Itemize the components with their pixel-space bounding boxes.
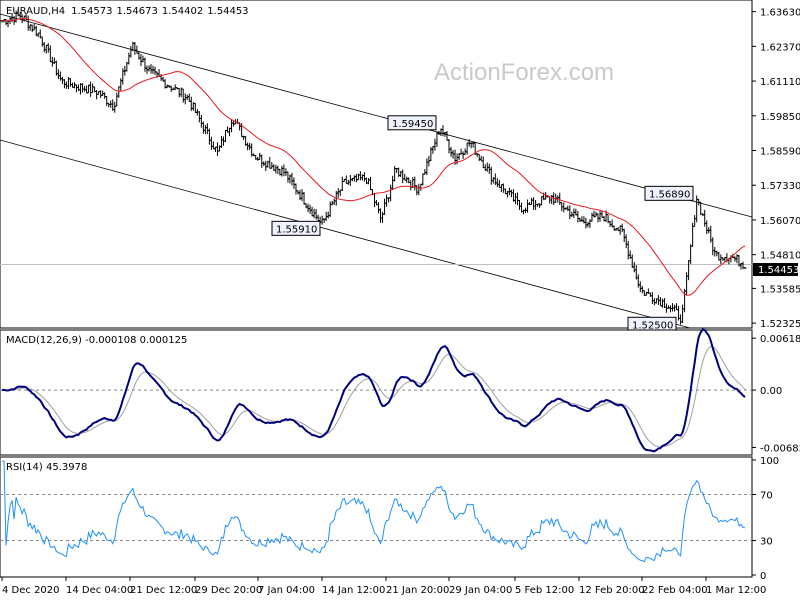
time-tick-label: 12 Feb 20:00 (579, 585, 645, 596)
annotation-box: 1.56890 (644, 185, 694, 201)
price-tick-label: 1.52325 (760, 319, 800, 330)
annotation-label: 1.55910 (276, 224, 317, 235)
price-axis: 1.63630 1.62370 1.61110 1.59850 1.58590 1.573… (752, 8, 800, 330)
annotation-label: 1.59450 (392, 119, 433, 130)
macd-tick-label: 0.00 (760, 386, 782, 397)
watermark: ActionForex.com (434, 59, 614, 86)
rsi-line (2, 460, 746, 563)
rsi-title: RSI(14) 45.3978 (6, 462, 87, 473)
price-annotations: 1.59450 1.55910 1.56890 1.52500 (271, 115, 694, 332)
time-tick-label: 21 Dec 12:00 (130, 585, 197, 596)
price-tick-label: 1.57330 (760, 181, 800, 192)
macd-line (1, 328, 746, 453)
current-price-tag (753, 263, 798, 276)
time-tick-label: 14 Jan 12:00 (322, 585, 385, 596)
macd-axis: 0.006184 0.00 -0.006837 (752, 334, 800, 454)
annotation-label: 1.56890 (649, 189, 690, 200)
current-price-label: 1.54453 (758, 265, 799, 276)
rsi-levels (0, 494, 752, 541)
annotation-box: 1.55910 (271, 220, 321, 236)
price-tick-label: 1.58590 (760, 147, 800, 158)
rsi-tick-label: 100 (760, 456, 779, 467)
rsi-tick-label: 30 (760, 537, 773, 548)
price-tick-label: 1.62370 (760, 42, 800, 53)
macd-signal-line (1, 345, 746, 448)
time-tick-label: 29 Jan 04:00 (449, 585, 512, 596)
price-bar (743, 266, 747, 269)
rsi-axis: 100 70 30 0 (752, 456, 779, 582)
price-tick-label: 1.56070 (760, 216, 800, 227)
price-tick-label: 1.59850 (760, 112, 800, 123)
price-tick-label: 1.61110 (760, 77, 800, 88)
price-tick-label: 1.53585 (760, 284, 800, 295)
price-tick-label: 1.63630 (760, 8, 800, 19)
macd-tick-label: 0.006184 (760, 334, 800, 345)
time-tick-label: 29 Dec 20:00 (195, 585, 262, 596)
price-channel (0, 13, 753, 329)
price-panel (0, 0, 753, 329)
time-tick-label: 14 Dec 04:00 (66, 585, 133, 596)
macd-tick-label: -0.006837 (760, 443, 800, 454)
time-tick-label: 1 Mar 12:00 (706, 585, 766, 596)
time-tick-label: 5 Feb 12:00 (515, 585, 574, 596)
macd-title: MACD(12,26,9) -0.000108 0.000125 (6, 335, 187, 346)
rsi-tick-label: 0 (760, 571, 766, 582)
annotation-box: 1.52500 (627, 316, 677, 332)
annotation-box: 1.59450 (387, 115, 437, 131)
time-tick-label: 7 Jan 04:00 (258, 585, 315, 596)
rsi-panel (0, 456, 753, 578)
price-title: EURAUD,H4 1.54573 1.54673 1.54402 1.54453 (6, 6, 249, 17)
price-tick-label: 1.54810 (760, 251, 800, 262)
annotation-label: 1.52500 (632, 320, 673, 331)
rsi-tick-label: 70 (760, 491, 773, 502)
moving-average-line (1, 17, 746, 296)
time-tick-label: 4 Dec 2020 (2, 585, 60, 596)
price-bars (0, 9, 747, 325)
time-tick-label: 21 Jan 20:00 (386, 585, 449, 596)
time-tick-label: 22 Feb 04:00 (642, 585, 708, 596)
